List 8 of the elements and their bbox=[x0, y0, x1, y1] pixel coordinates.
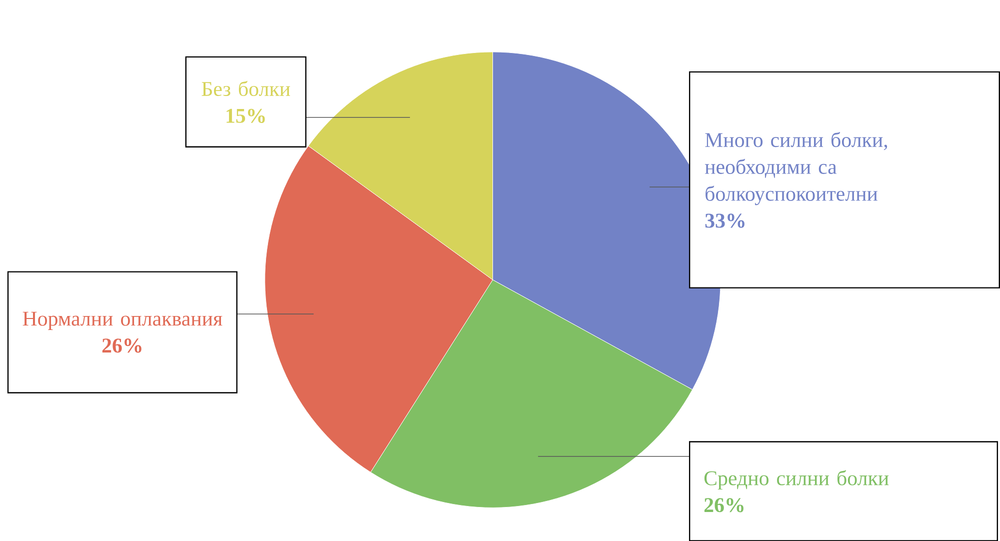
slice-label: Без болки bbox=[202, 80, 290, 96]
data-label: 26% bbox=[102, 338, 142, 353]
slice-label: Нормални оплаквания bbox=[22, 312, 222, 330]
data-label: 26% bbox=[704, 498, 744, 512]
slice-label: Много силни болки, необходими са болкоуспокоителни bbox=[704, 132, 888, 206]
data-label: 15% bbox=[226, 108, 265, 123]
slice-label: Средно силни болки bbox=[704, 470, 889, 490]
data-label: 33% bbox=[705, 214, 744, 228]
